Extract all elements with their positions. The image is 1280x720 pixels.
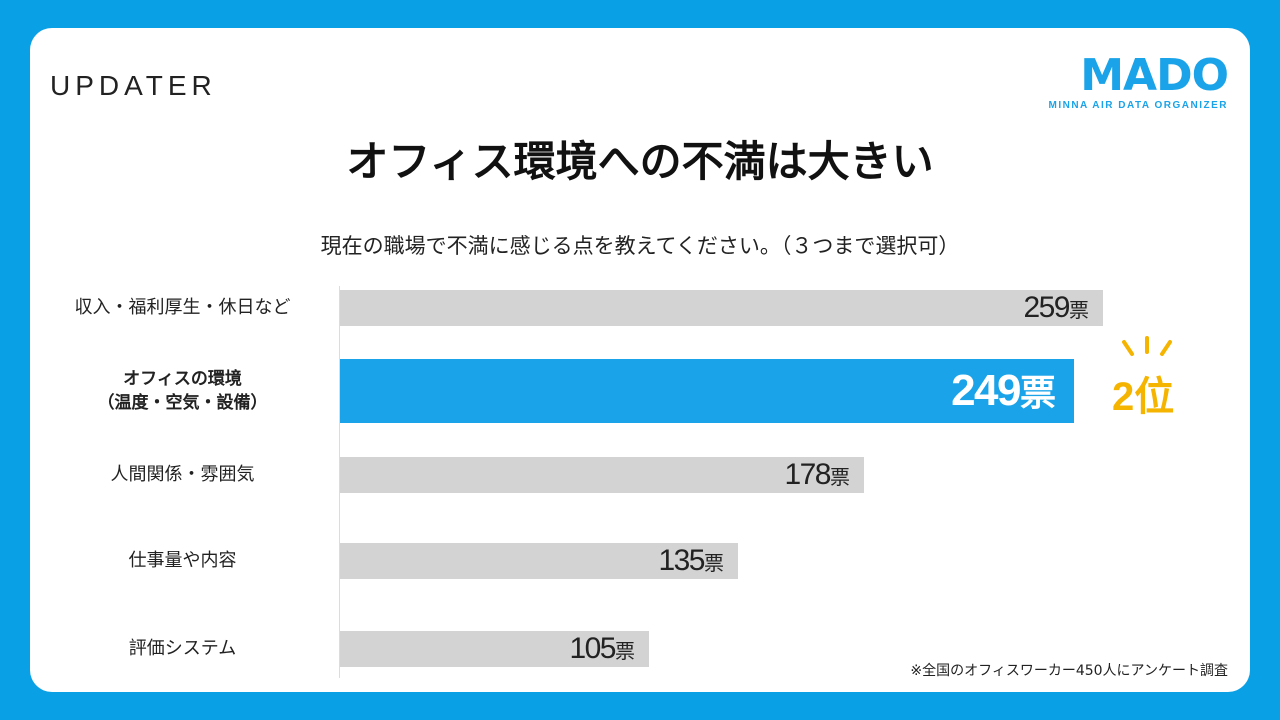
chart-subtitle: 現在の職場で不満に感じる点を教えてください。（３つまで選択可） xyxy=(320,234,960,258)
updater-logo: UPDATER xyxy=(50,70,217,101)
value-label: 105票 xyxy=(569,632,635,665)
y-axis-line xyxy=(339,286,340,678)
value-label: 259票 xyxy=(1023,291,1089,324)
category-label: 評価システム xyxy=(128,638,237,659)
bar xyxy=(340,543,738,579)
value-label: 249票 xyxy=(951,366,1056,415)
chart-title: オフィス環境への不満は大きい xyxy=(346,137,934,186)
emphasis-rays-icon xyxy=(1122,336,1172,356)
bar xyxy=(340,290,1103,326)
value-label: 178票 xyxy=(784,458,850,491)
survey-footnote: ※全国のオフィスワーカー450人にアンケート調査 xyxy=(910,663,1228,679)
category-label: 収入・福利厚生・休日など xyxy=(74,297,291,318)
mado-logo-tagline: MINNA AIR DATA ORGANIZER xyxy=(1048,100,1228,111)
bar xyxy=(340,631,649,667)
bar xyxy=(340,359,1074,423)
rank-badge: 2位 xyxy=(1112,375,1175,419)
category-label: 仕事量や内容 xyxy=(128,550,237,571)
category-label: 人間関係・雰囲気 xyxy=(110,464,255,485)
bar xyxy=(340,457,864,493)
category-label: オフィスの環境 （温度・空気・設備） xyxy=(97,369,268,413)
mado-logo: MADO MINNA AIR DATA ORGANIZER xyxy=(1048,50,1229,112)
mado-logo-word: MADO xyxy=(1080,50,1229,101)
value-label: 135票 xyxy=(658,544,724,577)
